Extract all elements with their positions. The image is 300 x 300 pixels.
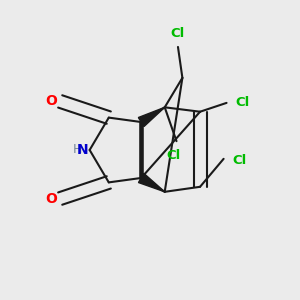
Polygon shape [139, 173, 165, 192]
Polygon shape [138, 107, 165, 127]
Text: N: N [76, 143, 88, 157]
Text: Cl: Cl [167, 148, 181, 161]
Text: Cl: Cl [236, 96, 250, 110]
Text: H: H [73, 142, 82, 156]
Text: O: O [45, 94, 57, 108]
Text: Cl: Cl [171, 27, 185, 40]
Text: O: O [45, 192, 57, 206]
Text: Cl: Cl [232, 154, 247, 167]
